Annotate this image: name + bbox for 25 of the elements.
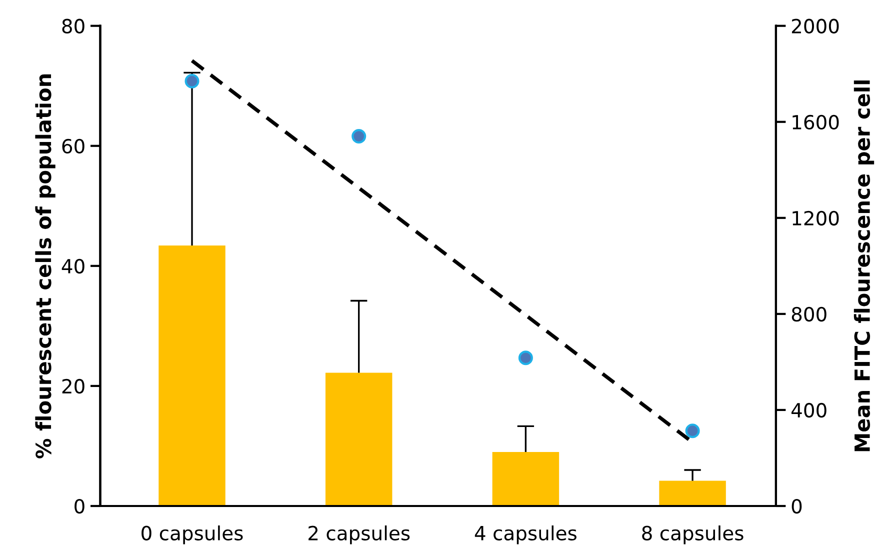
y-tick-label: 40 [62, 258, 84, 274]
x-tick-label: 4 capsules [474, 525, 576, 544]
point [518, 350, 533, 366]
x-tick-label: 8 capsules [642, 525, 744, 544]
bar [492, 452, 560, 506]
y-tick-label: 60 [62, 138, 84, 154]
y-tick-label: 0 [74, 498, 84, 514]
point [685, 424, 700, 438]
y-tick-label: 80 [62, 18, 84, 34]
y2-axis-title: Mean FITC flourescence per cell [854, 80, 874, 452]
bar [158, 246, 226, 506]
point [184, 74, 200, 88]
y2-tick-label: 800 [792, 306, 826, 322]
x-tick-label: 0 capsules [142, 525, 243, 544]
point [352, 129, 366, 144]
x-tick-label: 2 capsules [308, 525, 410, 544]
bar [325, 372, 392, 506]
y2-tick-label: 1200 [792, 210, 839, 226]
y2-tick-label: 0 [792, 498, 802, 514]
y-axis-title: % flourescent cells of population [35, 74, 56, 458]
y-tick-label: 20 [62, 378, 84, 394]
y2-tick-label: 2000 [792, 18, 839, 34]
y2-tick-label: 400 [792, 402, 826, 418]
y2-tick-label: 1600 [792, 114, 839, 130]
bar [659, 480, 726, 506]
